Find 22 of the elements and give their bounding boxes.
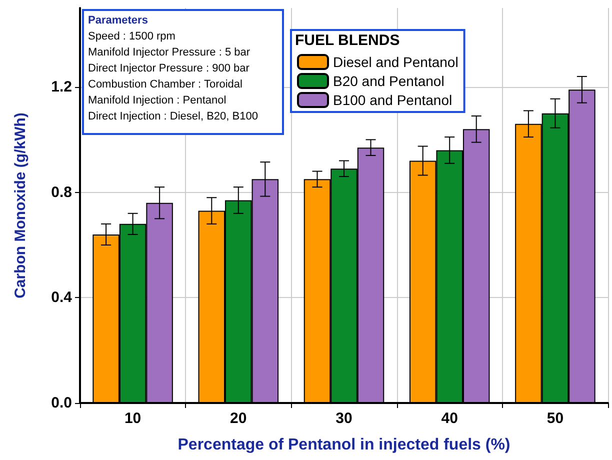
x-axis-title: Percentage of Pentanol in injected fuels (%)	[178, 436, 510, 454]
legend-label: Diesel and Pentanol	[333, 54, 458, 70]
annotation: Manifold Injector Pressure : 5 bar	[88, 46, 250, 58]
y-tick-label: 1.2	[51, 78, 72, 96]
x-tick-label: 10	[124, 410, 142, 427]
legend-label: B20 and Pentanol	[333, 73, 444, 89]
y-tick-label: 0.4	[51, 289, 73, 306]
x-tick-label: 50	[546, 410, 564, 427]
y-tick-label: 0.8	[51, 184, 72, 201]
annotation: Combustion Chamber : Toroidal	[88, 78, 242, 90]
legend-title: FUEL BLENDS	[295, 32, 400, 49]
x-tick-label: 40	[441, 410, 458, 427]
y-tick-label: 0.0	[51, 394, 72, 412]
annotation: Speed : 1500 rpm	[88, 30, 176, 42]
legend-label: B100 and Pentanol	[333, 92, 452, 108]
annotation: Direct Injection : Diesel, B20, B100	[88, 110, 258, 122]
x-tick-label: 30	[336, 410, 352, 427]
y-axis-title: Carbon Monoxide (g/kWh)	[12, 112, 29, 298]
annotation: Direct Injector Pressure : 900 bar	[88, 62, 250, 74]
x-tick-label: 20	[230, 410, 247, 427]
annotation: Parameters	[88, 14, 148, 26]
annotation: Manifold Injection : Pentanol	[88, 94, 226, 106]
